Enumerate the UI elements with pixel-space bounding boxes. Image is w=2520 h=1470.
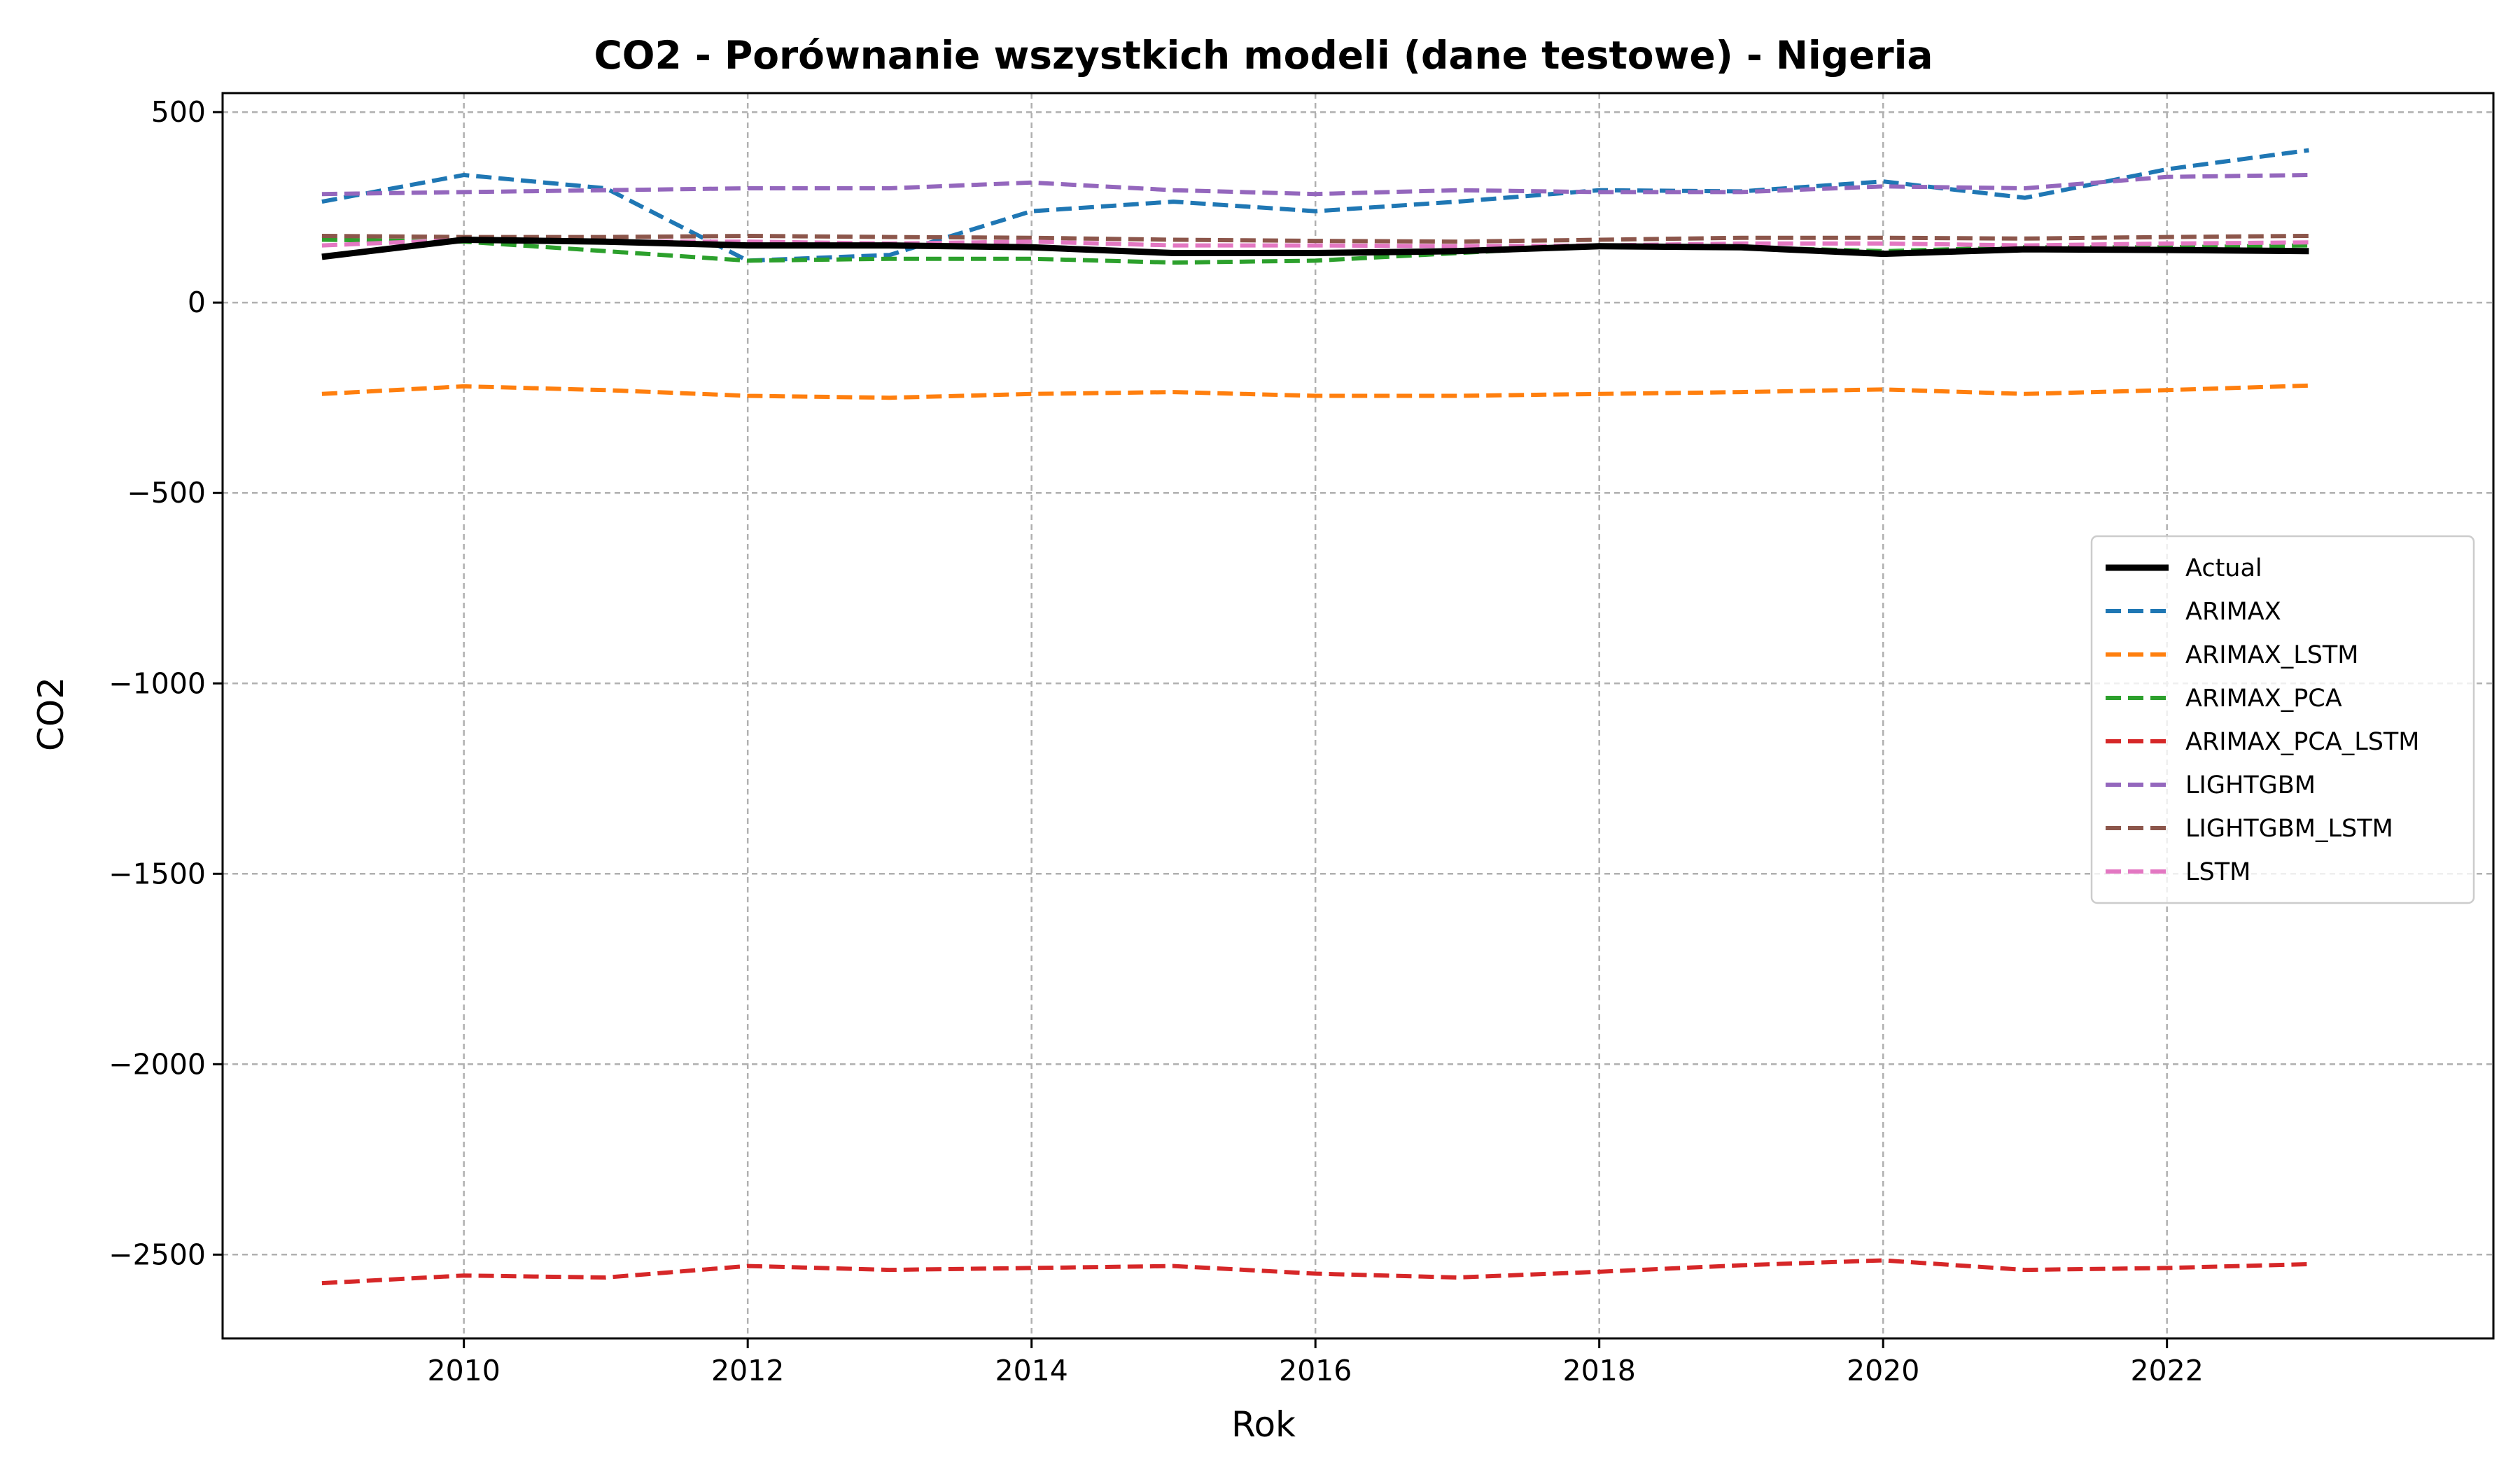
y-tick-label: −2500 [108, 1238, 206, 1271]
legend-label: LIGHTGBM [2185, 771, 2316, 799]
y-tick-label: −500 [127, 476, 206, 510]
x-tick-label: 2016 [1279, 1354, 1352, 1387]
series-line-arimax [321, 148, 2309, 263]
series-line-actual [321, 237, 2309, 260]
y-tick-label: −1500 [108, 857, 206, 890]
x-tick-label: 2018 [1563, 1354, 1636, 1387]
plot-frame [221, 92, 2495, 1340]
series-lines [321, 148, 2309, 1286]
legend-label: LSTM [2185, 858, 2250, 886]
x-tick-label: 2010 [428, 1354, 500, 1387]
legend-box [2090, 535, 2475, 904]
series-line-arimax-lstm [321, 383, 2309, 400]
y-axis-label: CO2 [31, 677, 71, 751]
y-tick-label: 500 [151, 95, 206, 129]
y-tick-label: 0 [188, 286, 206, 319]
x-axis-label: Rok [1231, 1404, 1296, 1445]
x-tick-label: 2012 [711, 1354, 784, 1387]
series-line-lightgbm-lstm [321, 234, 2309, 244]
series-line-arimax-pca [321, 237, 2309, 265]
x-tick-label: 2022 [2131, 1354, 2204, 1387]
legend-label: ARIMAX_PCA_LSTM [2185, 728, 2419, 756]
legend: Actual ARIMAX ARIMAX_LSTM ARIMAX_PCA ARIMAX_… [2090, 535, 2475, 904]
legend-label: ARIMAX [2185, 598, 2281, 626]
series-line-arimax-pca-lstm [321, 1258, 2309, 1286]
legend-label: ARIMAX_PCA [2185, 685, 2342, 713]
y-tick-label: −1000 [108, 666, 206, 700]
x-axis-ticks: 2010 2012 2014 2016 2018 2020 2022 [428, 1338, 2204, 1387]
x-tick-label: 2014 [995, 1354, 1068, 1387]
legend-label: LIGHTGBM_LSTM [2185, 815, 2393, 843]
series-line-lightgbm [321, 173, 2309, 197]
y-tick-label: −2000 [108, 1047, 206, 1081]
legend-label: Actual [2185, 554, 2262, 582]
chart-title: CO2 - Porównanie wszystkich modeli (dane… [594, 33, 1933, 78]
y-axis-ticks: 500 0 −500 −1000 −1500 −2000 −2500 [108, 95, 223, 1271]
x-tick-label: 2020 [1847, 1354, 1919, 1387]
series-line-lstm [321, 237, 2309, 248]
legend-label: ARIMAX_LSTM [2185, 641, 2359, 669]
